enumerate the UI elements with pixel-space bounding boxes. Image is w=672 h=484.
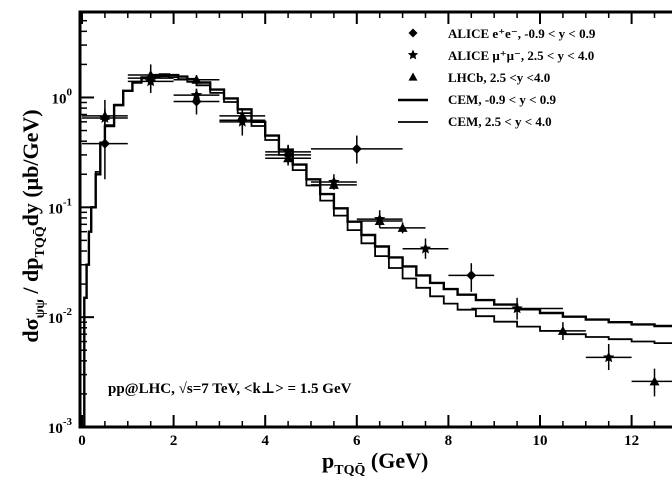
axis-ticks: 0 2 4 6 8 10 12 100 10-1 10-2 10-3 [48,11,656,449]
x-tick-label: 2 [170,433,178,449]
triangle-data-point [649,376,660,386]
legend-label: CEM, 2.5 < y < 4.0 [448,114,552,129]
diamond-data-point [351,143,362,154]
x-axis-title: pTQQ̄ (GeV) [322,448,428,478]
y-axis-title: dσψψ / dpTQQ̄dy (μb/GeV) [18,109,48,342]
legend-label: ALICE e⁺e⁻, -0.9 < y < 0.9 [448,26,596,41]
triangle-data-point [557,325,568,335]
diamond-data-point [466,270,477,281]
theory-curves [83,73,672,427]
y-tick-label: 10-2 [48,306,73,327]
cem-curve [83,73,672,427]
legend-label: CEM, -0.9 < y < 0.9 [448,92,556,107]
star-data-point [145,75,157,87]
x-tick-label: 12 [624,433,639,449]
triangle-data-point [374,216,385,226]
star-data-point [190,89,203,100]
legend-diamond-marker [408,28,418,38]
legend-triangle-marker [408,72,418,81]
star-data-point [603,351,615,363]
x-tick-label: 6 [353,433,361,449]
legend-label: ALICE μ⁺μ⁻, 2.5 < y < 4.0 [448,48,594,63]
triangle-data-point [191,74,202,84]
x-tick-label: 0 [78,433,86,449]
triangle-data-point [99,110,110,120]
chart-annotation: pp@LHC, √s=7 TeV, <k⊥> = 1.5 GeV [108,381,352,397]
x-tick-label: 4 [261,433,269,449]
plot-frame [78,10,672,429]
triangle-data-point [283,153,294,163]
legend: ALICE e⁺e⁻, -0.9 < y < 0.9 ALICE μ⁺μ⁻, 2.… [398,26,596,129]
triangle-data-point [397,222,408,232]
y-tick-label: 10-3 [48,416,73,437]
triangle-data-point [145,70,156,80]
x-tick-label: 8 [445,433,453,449]
y-tick-label: 100 [52,86,73,107]
data-points [82,64,672,397]
triangle-data-point [328,179,339,189]
cem-curve [83,75,672,427]
legend-label: LHCb, 2.5 <y <4.0 [448,70,550,85]
star-data-point [282,145,294,157]
x-tick-label: 10 [533,433,548,449]
star-data-point [419,242,432,254]
triangle-data-point [237,110,248,120]
star-data-point [511,302,523,314]
legend-star-marker [407,49,419,60]
diamond-data-point [99,138,110,149]
y-tick-label: 10-1 [48,196,72,217]
